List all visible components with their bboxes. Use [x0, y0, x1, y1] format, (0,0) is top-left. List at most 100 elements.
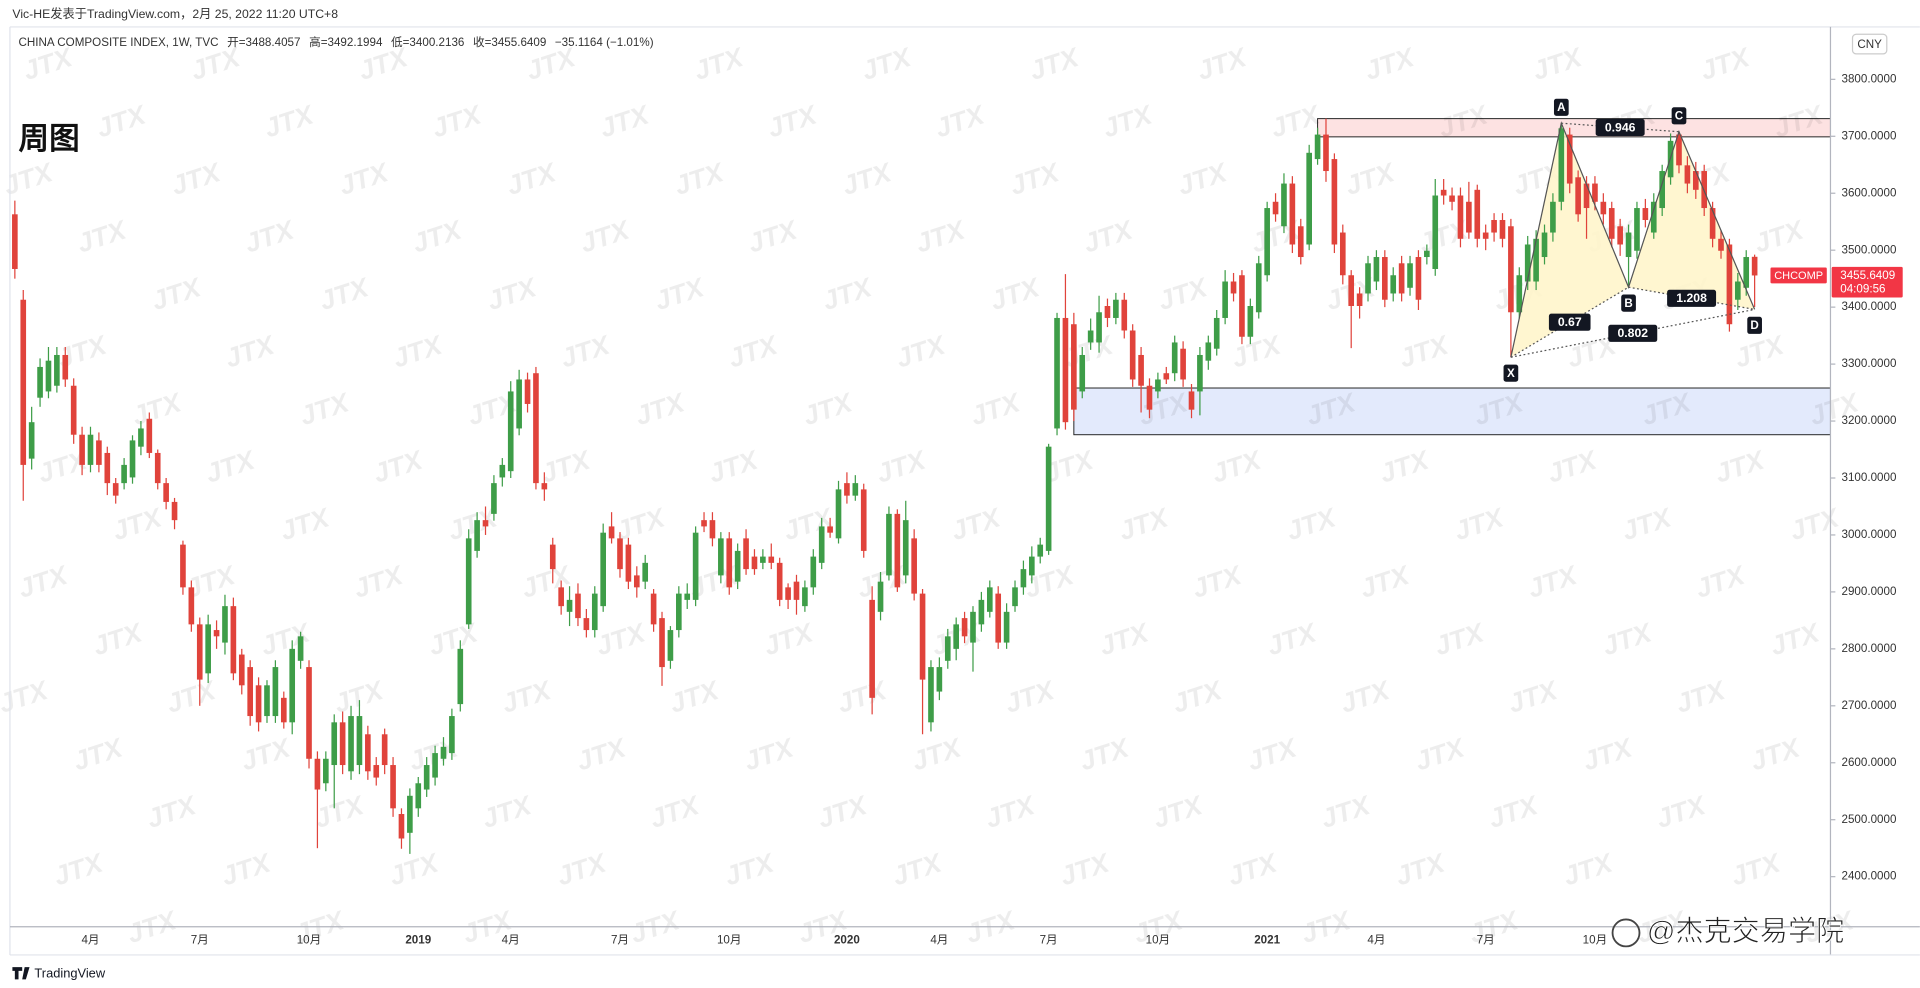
ratio-label: 0.67: [1558, 315, 1582, 329]
currency-box[interactable]: [1851, 33, 1888, 55]
x-tick-label: 10月: [1583, 933, 1608, 946]
candle-body: [684, 593, 691, 600]
candle-body: [129, 440, 136, 478]
candle-body: [1533, 238, 1539, 282]
candle-body: [1171, 342, 1178, 374]
candle-body: [1735, 281, 1741, 300]
candle-body: [1474, 189, 1481, 239]
pattern-triangle: [1628, 131, 1755, 310]
candle-body: [1365, 263, 1371, 294]
candle-body: [566, 599, 573, 612]
candle-body: [70, 385, 77, 435]
candle-body: [835, 489, 842, 539]
candle-body: [373, 765, 380, 778]
candle-body: [1255, 263, 1262, 313]
candle-body: [407, 795, 413, 833]
candle-body: [348, 716, 354, 772]
x-tick-label: 4月: [1367, 933, 1385, 946]
candle-body: [1306, 152, 1312, 245]
candle-body: [1197, 354, 1203, 392]
ratio-box: [1667, 289, 1717, 307]
candle-body: [1424, 250, 1430, 258]
candle-body: [1281, 183, 1287, 227]
x-tick-label: 2021: [1254, 933, 1280, 946]
last-price: 3455.6409: [1840, 269, 1895, 282]
x-tick-label: 7月: [1040, 933, 1058, 946]
y-tick-label: 2800.0000: [1841, 642, 1896, 655]
candle-body: [154, 452, 161, 484]
candle-body: [1087, 330, 1094, 343]
candle-body: [1188, 391, 1195, 410]
x-tick-label: 4月: [502, 933, 520, 946]
candle-body: [575, 593, 581, 619]
candle-body: [953, 624, 959, 649]
last-price-box: [1831, 266, 1903, 298]
candle-body: [1104, 306, 1111, 318]
candle-body: [1037, 544, 1044, 557]
candle-body: [768, 556, 775, 563]
candle-body: [1155, 379, 1161, 392]
y-tick-label: 2400.0000: [1841, 870, 1896, 883]
x-tick-label: 7月: [191, 933, 209, 946]
candle-body: [1608, 208, 1615, 239]
candle-body: [1163, 373, 1170, 380]
x-tick-label: 2019: [405, 933, 431, 946]
candle-body: [146, 418, 153, 453]
y-tick-label: 3700.0000: [1841, 129, 1896, 142]
candle-body: [171, 501, 178, 521]
candle-body: [1003, 611, 1010, 643]
candle-body: [54, 354, 60, 386]
candle-body: [1289, 183, 1296, 245]
candle-body: [818, 526, 825, 563]
candle-body: [760, 556, 766, 563]
candle-body: [112, 483, 119, 496]
candle-body: [676, 593, 682, 631]
ratio-box: [1608, 324, 1658, 342]
candle-body: [491, 483, 497, 514]
x-tick-label: 4月: [930, 933, 948, 946]
candle-body: [331, 722, 338, 766]
credit-text: @杰克交易学院: [1647, 915, 1844, 946]
candle-body: [230, 606, 237, 674]
y-tick-label: 3400.0000: [1841, 300, 1896, 313]
candle-body: [1508, 226, 1514, 313]
credit-logo: [1611, 918, 1641, 948]
candle-body: [1138, 354, 1144, 386]
candle-body: [1146, 385, 1153, 410]
candle-body: [499, 464, 506, 478]
candle-body: [205, 624, 211, 674]
candle-body: [1600, 201, 1607, 215]
candle-body: [1415, 257, 1422, 300]
candle-body: [1592, 183, 1598, 202]
candle-body: [709, 520, 716, 539]
candle-body: [911, 538, 917, 594]
candle-body: [1029, 556, 1035, 576]
x-tick-label: 10月: [717, 933, 742, 946]
candle-body: [1113, 299, 1119, 318]
candle-body: [1575, 177, 1581, 215]
candle-body: [549, 544, 556, 570]
ratio-box: [1595, 118, 1645, 137]
candle-body: [1356, 293, 1363, 307]
candle-body: [188, 587, 195, 625]
candle-body: [1642, 208, 1649, 221]
y-tick-label: 3100.0000: [1841, 471, 1896, 484]
credit: @杰克交易学院: [1611, 915, 1845, 948]
candle-body: [163, 483, 169, 502]
candle-body: [1726, 244, 1733, 325]
candle-body: [138, 428, 144, 447]
symbol-legend: CHINA COMPOSITE INDEX, 1W, TVC 开=3488.405…: [19, 35, 654, 49]
candle-body: [533, 373, 539, 484]
candle-body: [1625, 232, 1632, 258]
candle-body: [852, 483, 859, 496]
candle-body: [1684, 165, 1691, 184]
candle-body: [1676, 134, 1682, 166]
candle-body: [238, 654, 245, 686]
candle-body: [1751, 256, 1758, 276]
candle-body: [1524, 244, 1531, 282]
candle-body: [1634, 208, 1640, 251]
candle-body: [701, 520, 707, 527]
candle-body: [1054, 317, 1060, 429]
